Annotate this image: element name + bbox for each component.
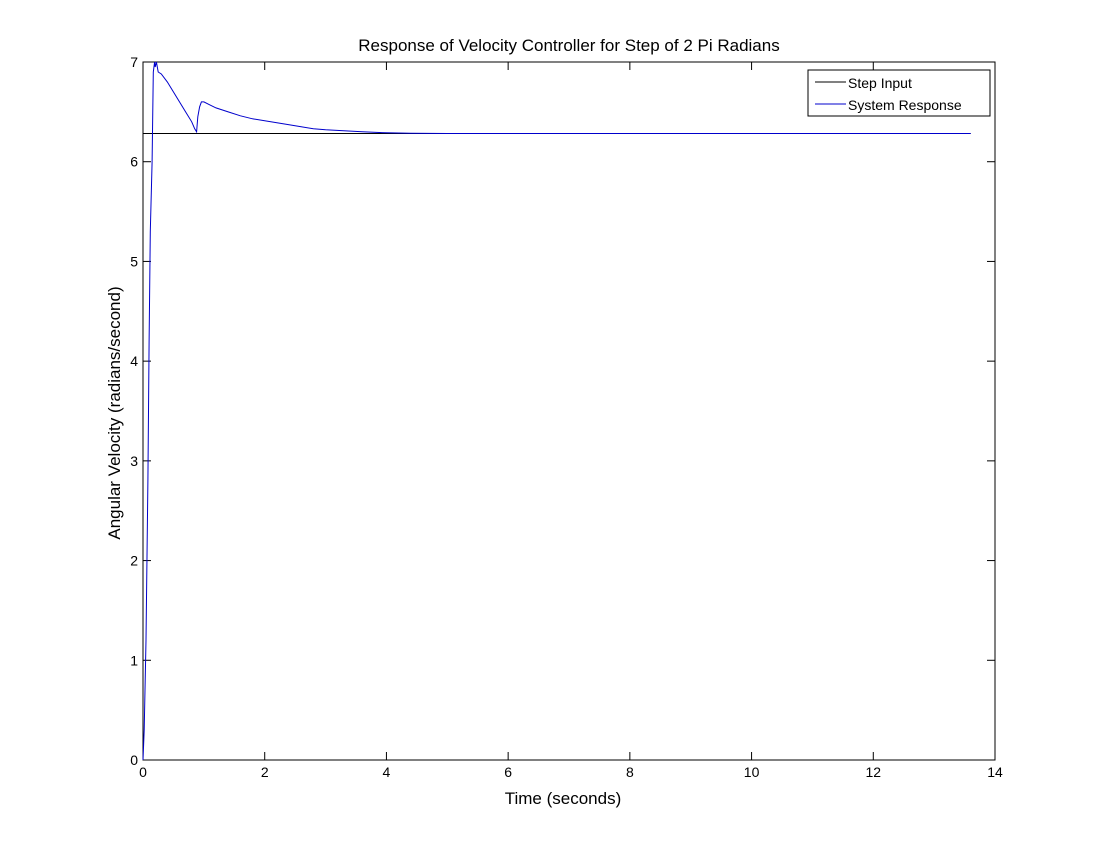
x-tick-label: 0 (139, 764, 147, 780)
x-tick-label: 8 (626, 764, 634, 780)
y-axis-label: Angular Velocity (radians/second) (105, 286, 124, 539)
y-tick-label: 1 (130, 652, 138, 668)
x-tick-label: 14 (987, 764, 1003, 780)
x-tick-label: 4 (383, 764, 391, 780)
chart-title: Response of Velocity Controller for Step… (358, 36, 779, 55)
y-tick-label: 4 (130, 353, 138, 369)
x-tick-label: 6 (504, 764, 512, 780)
series-line-system-response (142, 61, 971, 761)
series-layer (142, 61, 971, 761)
y-tick-label: 5 (130, 253, 138, 269)
legend-step-input-label: Step Input (848, 75, 912, 91)
x-tick-label: 2 (261, 764, 269, 780)
y-tick-label: 6 (130, 154, 138, 170)
x-tick-label: 10 (744, 764, 760, 780)
legend: Step Input System Response (807, 69, 991, 117)
x-tick-label: 12 (865, 764, 881, 780)
x-axis-label: Time (seconds) (505, 789, 622, 808)
y-tick-label: 3 (130, 453, 138, 469)
legend-box (807, 69, 991, 117)
y-tick-label: 0 (130, 752, 138, 768)
plot-area (142, 61, 996, 761)
y-tick-label: 7 (130, 54, 138, 70)
y-tick-label: 2 (130, 553, 138, 569)
legend-system-response-label: System Response (848, 97, 962, 113)
